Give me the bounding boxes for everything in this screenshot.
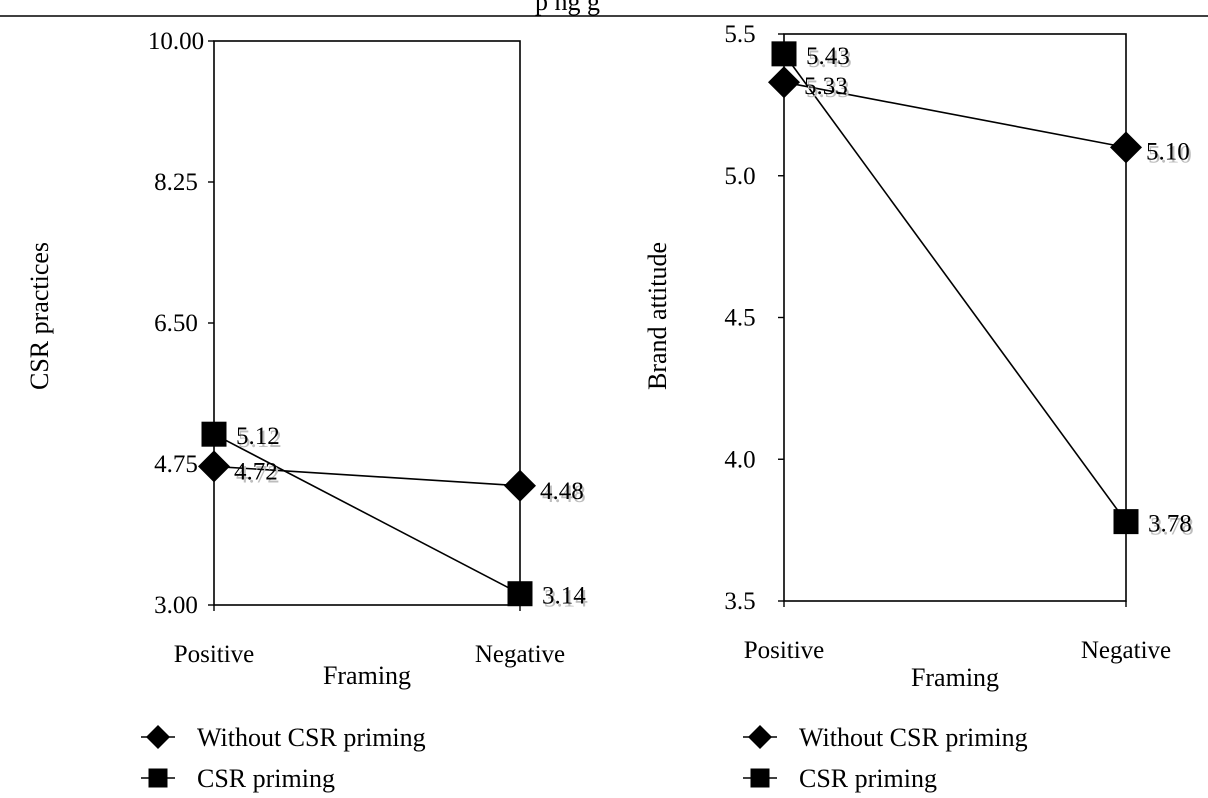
y-tick-label: 3.5 xyxy=(724,588,755,615)
legend-entry-without-csr-priming: Without CSR priming xyxy=(197,723,426,752)
data-label-shadow: 3.78 xyxy=(1150,514,1194,541)
legend-entry-csr-priming: CSR priming xyxy=(799,764,937,793)
data-label: 5.10 xyxy=(1146,138,1190,165)
data-label-shadow: 3.14 xyxy=(544,586,588,613)
y-tick-label: 3.00 xyxy=(154,592,198,619)
y-tick-label: 4.75 xyxy=(154,451,198,478)
y-tick-label: 6.50 xyxy=(154,310,198,337)
data-label-shadow: 5.12 xyxy=(238,426,282,453)
y-tick-label: 10.00 xyxy=(148,28,204,55)
chart-csr-practices: 3.00 4.75 6.50 8.25 10.00 Positive Negative Fra… xyxy=(25,28,588,793)
plot-frame xyxy=(213,40,521,606)
data-label-shadow: 5.33 xyxy=(806,76,850,103)
data-label: 3.14 xyxy=(542,583,586,610)
data-label: 4.72 xyxy=(234,458,278,485)
chart-brand-attitude: 3.5 4.0 4.5 5.0 5.5 Positive Negative Framing Br… xyxy=(643,21,1194,793)
data-label-shadow: 4.72 xyxy=(236,461,280,488)
data-label: 5.33 xyxy=(804,73,848,100)
data-label: 5.12 xyxy=(236,423,280,450)
data-point-diamond xyxy=(768,66,800,99)
legend-square-icon xyxy=(750,768,770,788)
series-line-csr-priming xyxy=(213,433,521,595)
data-point-square xyxy=(507,581,533,607)
y-tick-label: 4.0 xyxy=(724,446,755,473)
data-point-square xyxy=(771,41,797,67)
data-label: 4.48 xyxy=(540,478,584,505)
data-point-diamond xyxy=(198,450,230,483)
y-tick-label: 4.5 xyxy=(724,305,755,332)
plot-frame xyxy=(783,33,1127,602)
x-category-label: Positive xyxy=(174,641,255,668)
legend-diamond-icon xyxy=(146,725,170,749)
series-line-without-csr-priming xyxy=(213,465,521,487)
data-point-diamond xyxy=(1110,131,1142,164)
y-axis-title: CSR practices xyxy=(25,242,54,390)
x-axis-title: Framing xyxy=(911,663,999,692)
data-label-shadow: 4.48 xyxy=(542,481,586,508)
legend-entry-csr-priming: CSR priming xyxy=(197,764,335,793)
data-label-shadow: 5.43 xyxy=(808,46,852,73)
data-point-square xyxy=(1113,509,1139,535)
data-label: 5.43 xyxy=(806,43,850,70)
y-tick-label: 8.25 xyxy=(154,169,198,196)
x-category-label: Positive xyxy=(744,637,825,664)
data-point-diamond xyxy=(504,469,536,502)
legend-square-icon xyxy=(148,768,168,788)
x-axis-title: Framing xyxy=(323,661,411,690)
series-line-csr-priming xyxy=(783,53,1127,523)
x-category-label: Negative xyxy=(1081,637,1171,664)
x-category-label: Negative xyxy=(475,641,565,668)
y-axis-title: Brand attitude xyxy=(643,242,672,390)
header-fragment: p ng g xyxy=(535,0,600,16)
data-label: 3.78 xyxy=(1148,511,1192,538)
data-label-shadow: 5.10 xyxy=(1148,141,1192,168)
data-point-square xyxy=(201,421,227,447)
legend-entry-without-csr-priming: Without CSR priming xyxy=(799,723,1028,752)
y-tick-label: 5.0 xyxy=(724,163,755,190)
series-line-without-csr-priming xyxy=(783,81,1127,149)
legend-diamond-icon xyxy=(748,725,772,749)
y-tick-label: 5.5 xyxy=(724,21,755,48)
